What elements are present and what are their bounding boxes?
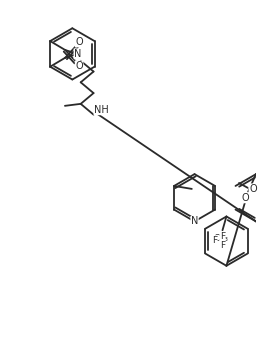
- Text: O: O: [75, 61, 83, 71]
- Text: F: F: [212, 236, 217, 245]
- Text: F: F: [220, 232, 225, 241]
- Text: F: F: [220, 241, 225, 250]
- Text: O: O: [75, 37, 83, 47]
- Text: O: O: [241, 193, 249, 203]
- Text: N: N: [191, 217, 198, 226]
- Text: O: O: [249, 184, 257, 194]
- Text: NH: NH: [94, 105, 109, 115]
- Text: N: N: [74, 49, 82, 59]
- Text: CF₃: CF₃: [213, 234, 228, 243]
